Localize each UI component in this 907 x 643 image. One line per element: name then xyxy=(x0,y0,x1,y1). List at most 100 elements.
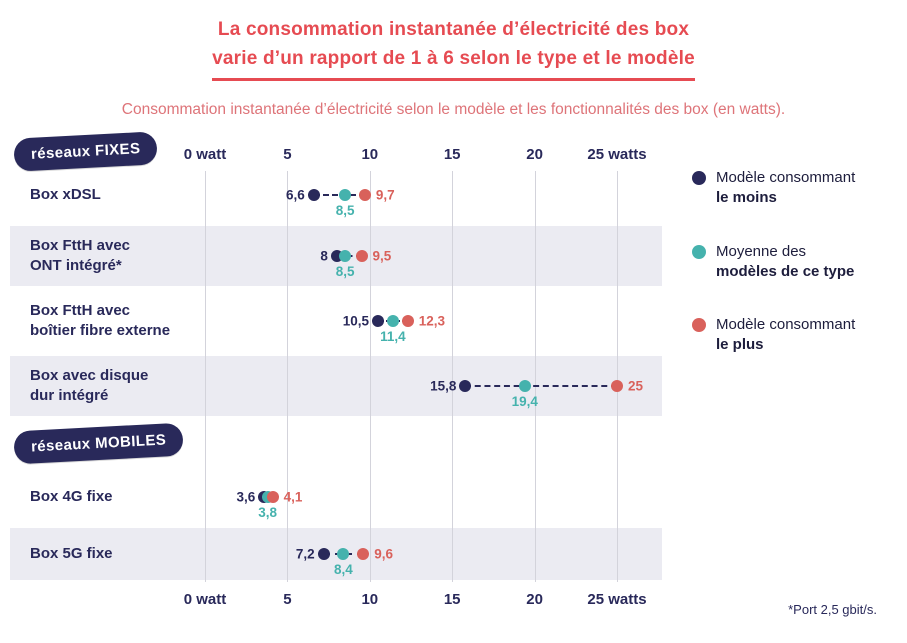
value-label-max: 9,6 xyxy=(374,546,393,562)
axis-bottom: 0 watt 5 10 15 20 25 watts xyxy=(184,588,647,614)
row-plot: 7,2 8,4 9,6 xyxy=(205,528,617,580)
chart-row: Box 5G fixe 7,2 8,4 9,6 xyxy=(10,527,662,580)
legend-text-line2: modèles de ce type xyxy=(716,262,855,280)
chart-row: Box avec disque dur intégré 15,8 19,4 25 xyxy=(10,355,662,416)
row-label: Box 5G fixe xyxy=(10,528,205,580)
legend-text: Modèle consommant le plus xyxy=(716,315,855,356)
axis-tick-label: 10 xyxy=(361,145,379,163)
row-label-line: Box avec disque xyxy=(30,367,149,385)
dot-range-chart: 0 watt 5 10 15 20 25 watts réseaux FIXES Box xD… xyxy=(10,131,670,614)
range-dashed-line xyxy=(465,384,617,387)
row-label-line: ONT intégré* xyxy=(30,256,122,274)
group-badge-mobiles: réseaux MOBILES xyxy=(13,422,184,465)
legend-text: Modèle consommant le moins xyxy=(716,168,855,209)
dot-avg xyxy=(386,314,399,327)
value-label-avg: 3,8 xyxy=(258,504,277,520)
value-label-min: 8 xyxy=(320,248,328,264)
title-line1: La consommation instantanée d’électricit… xyxy=(217,19,690,40)
dot-avg xyxy=(339,249,352,262)
group-header-mobiles: réseaux MOBILES xyxy=(10,421,670,471)
axis-tick-label: 25 watts xyxy=(587,145,647,163)
dot-avg xyxy=(337,547,350,560)
axis-tick-label: 15 xyxy=(443,590,461,608)
chart-row: Box 4G fixe 3,6 3,8 4,1 xyxy=(10,471,662,523)
row-plot: 15,8 19,4 25 xyxy=(205,356,643,416)
value-label-max: 12,3 xyxy=(418,313,445,329)
row-label: Box 4G fixe xyxy=(10,471,205,523)
group-badge-fixes: réseaux FIXES xyxy=(13,131,159,172)
row-label-line: boîtier fibre externe xyxy=(30,321,171,339)
title-line2: varie d’un rapport de 1 à 6 selon le typ… xyxy=(212,44,695,81)
row-plot: 8 8,5 9,5 xyxy=(205,226,617,286)
row-label: Box avec disque dur intégré xyxy=(10,356,205,416)
dot-min xyxy=(317,547,330,560)
dot-max xyxy=(358,188,371,201)
value-label-avg: 8,5 xyxy=(335,202,355,218)
legend-text-line1: Modèle consommant xyxy=(716,169,856,186)
value-label-max: 25 xyxy=(628,378,644,394)
legend-entry: Modèle consommant le moins xyxy=(692,168,902,209)
dot-max xyxy=(611,379,623,392)
row-label-line: Box FttH avec xyxy=(30,302,131,320)
axis-tick-label: 15 xyxy=(443,145,461,163)
chart-title: La consommation instantanée d’électricit… xyxy=(0,0,907,81)
row-plot: 3,6 3,8 4,1 xyxy=(205,471,617,523)
dot-max xyxy=(401,314,414,327)
dot-avg xyxy=(339,188,352,201)
chart-row: Box FttH avec ONT intégré* 8 8,5 9,5 xyxy=(10,225,662,286)
legend-text-line2: le plus xyxy=(716,336,764,354)
axis-top: 0 watt 5 10 15 20 25 watts xyxy=(184,143,647,169)
legend-text-line1: Moyenne des xyxy=(716,242,807,260)
dot-max xyxy=(266,490,279,503)
value-label-avg: 8,4 xyxy=(334,561,353,577)
chart-subtitle: Consommation instantanée d’électricité s… xyxy=(121,100,786,118)
dot-min xyxy=(372,314,385,327)
value-label-min: 10,5 xyxy=(342,313,370,329)
value-label-avg: 19,4 xyxy=(511,393,538,409)
row-label-line: Box 4G fixe xyxy=(30,488,113,506)
dot-min xyxy=(459,379,472,392)
value-label-max: 9,7 xyxy=(375,187,395,203)
axis-tick-label: 10 xyxy=(361,590,379,608)
axis-tick-label: 20 xyxy=(526,145,543,163)
value-label-max: 4,1 xyxy=(283,489,303,505)
value-label-avg: 11,4 xyxy=(380,328,406,344)
footnote: *Port 2,5 gbit/s. xyxy=(788,602,877,617)
row-label: Box FttH avec ONT intégré* xyxy=(10,226,205,286)
legend-dot xyxy=(692,244,706,259)
legend-text-line1: Modèle consommant xyxy=(716,316,856,333)
legend-dot xyxy=(692,171,706,185)
legend-text: Moyenne des modèles de ce type xyxy=(716,242,854,283)
legend-entry: Moyenne des modèles de ce type xyxy=(692,242,902,283)
value-label-avg: 8,5 xyxy=(335,263,355,279)
legend-dot xyxy=(692,318,706,332)
dot-max xyxy=(357,547,370,560)
row-label-line: dur intégré xyxy=(30,386,109,404)
row-label: Box xDSL xyxy=(10,169,205,221)
row-label: Box FttH avec boîtier fibre externe xyxy=(10,291,205,351)
chart-row: Box xDSL 6,6 8,5 9,7 xyxy=(10,169,662,221)
axis-tick-label: 0 watt xyxy=(183,590,227,608)
axis-tick-label: 20 xyxy=(526,590,543,608)
row-plot: 6,6 8,5 9,7 xyxy=(205,169,617,221)
axis-tick-label: 5 xyxy=(283,590,292,608)
chart-row: Box FttH avec boîtier fibre externe 10,5 11… xyxy=(10,291,662,351)
axis-tick-label: 5 xyxy=(283,145,292,163)
dot-max xyxy=(355,249,368,262)
dot-avg xyxy=(518,379,531,392)
value-label-max: 9,5 xyxy=(372,248,392,264)
legend-entry: Modèle consommant le plus xyxy=(692,315,902,356)
axis-tick-label: 25 watts xyxy=(587,590,647,608)
value-label-min: 3,6 xyxy=(236,489,256,505)
value-label-min: 7,2 xyxy=(295,546,315,562)
dot-min xyxy=(307,188,320,201)
row-label-line: Box FttH avec xyxy=(30,237,131,255)
axis-tick-label: 0 watt xyxy=(183,145,227,163)
chart-legend: Modèle consommant le moins Moyenne des modè… xyxy=(692,168,902,389)
legend-text-line2: le moins xyxy=(716,189,777,207)
row-label-line: Box xDSL xyxy=(30,186,101,204)
value-label-min: 15,8 xyxy=(430,378,457,394)
value-label-min: 6,6 xyxy=(285,187,305,203)
row-plot: 10,5 11,4 12,3 xyxy=(205,291,617,351)
